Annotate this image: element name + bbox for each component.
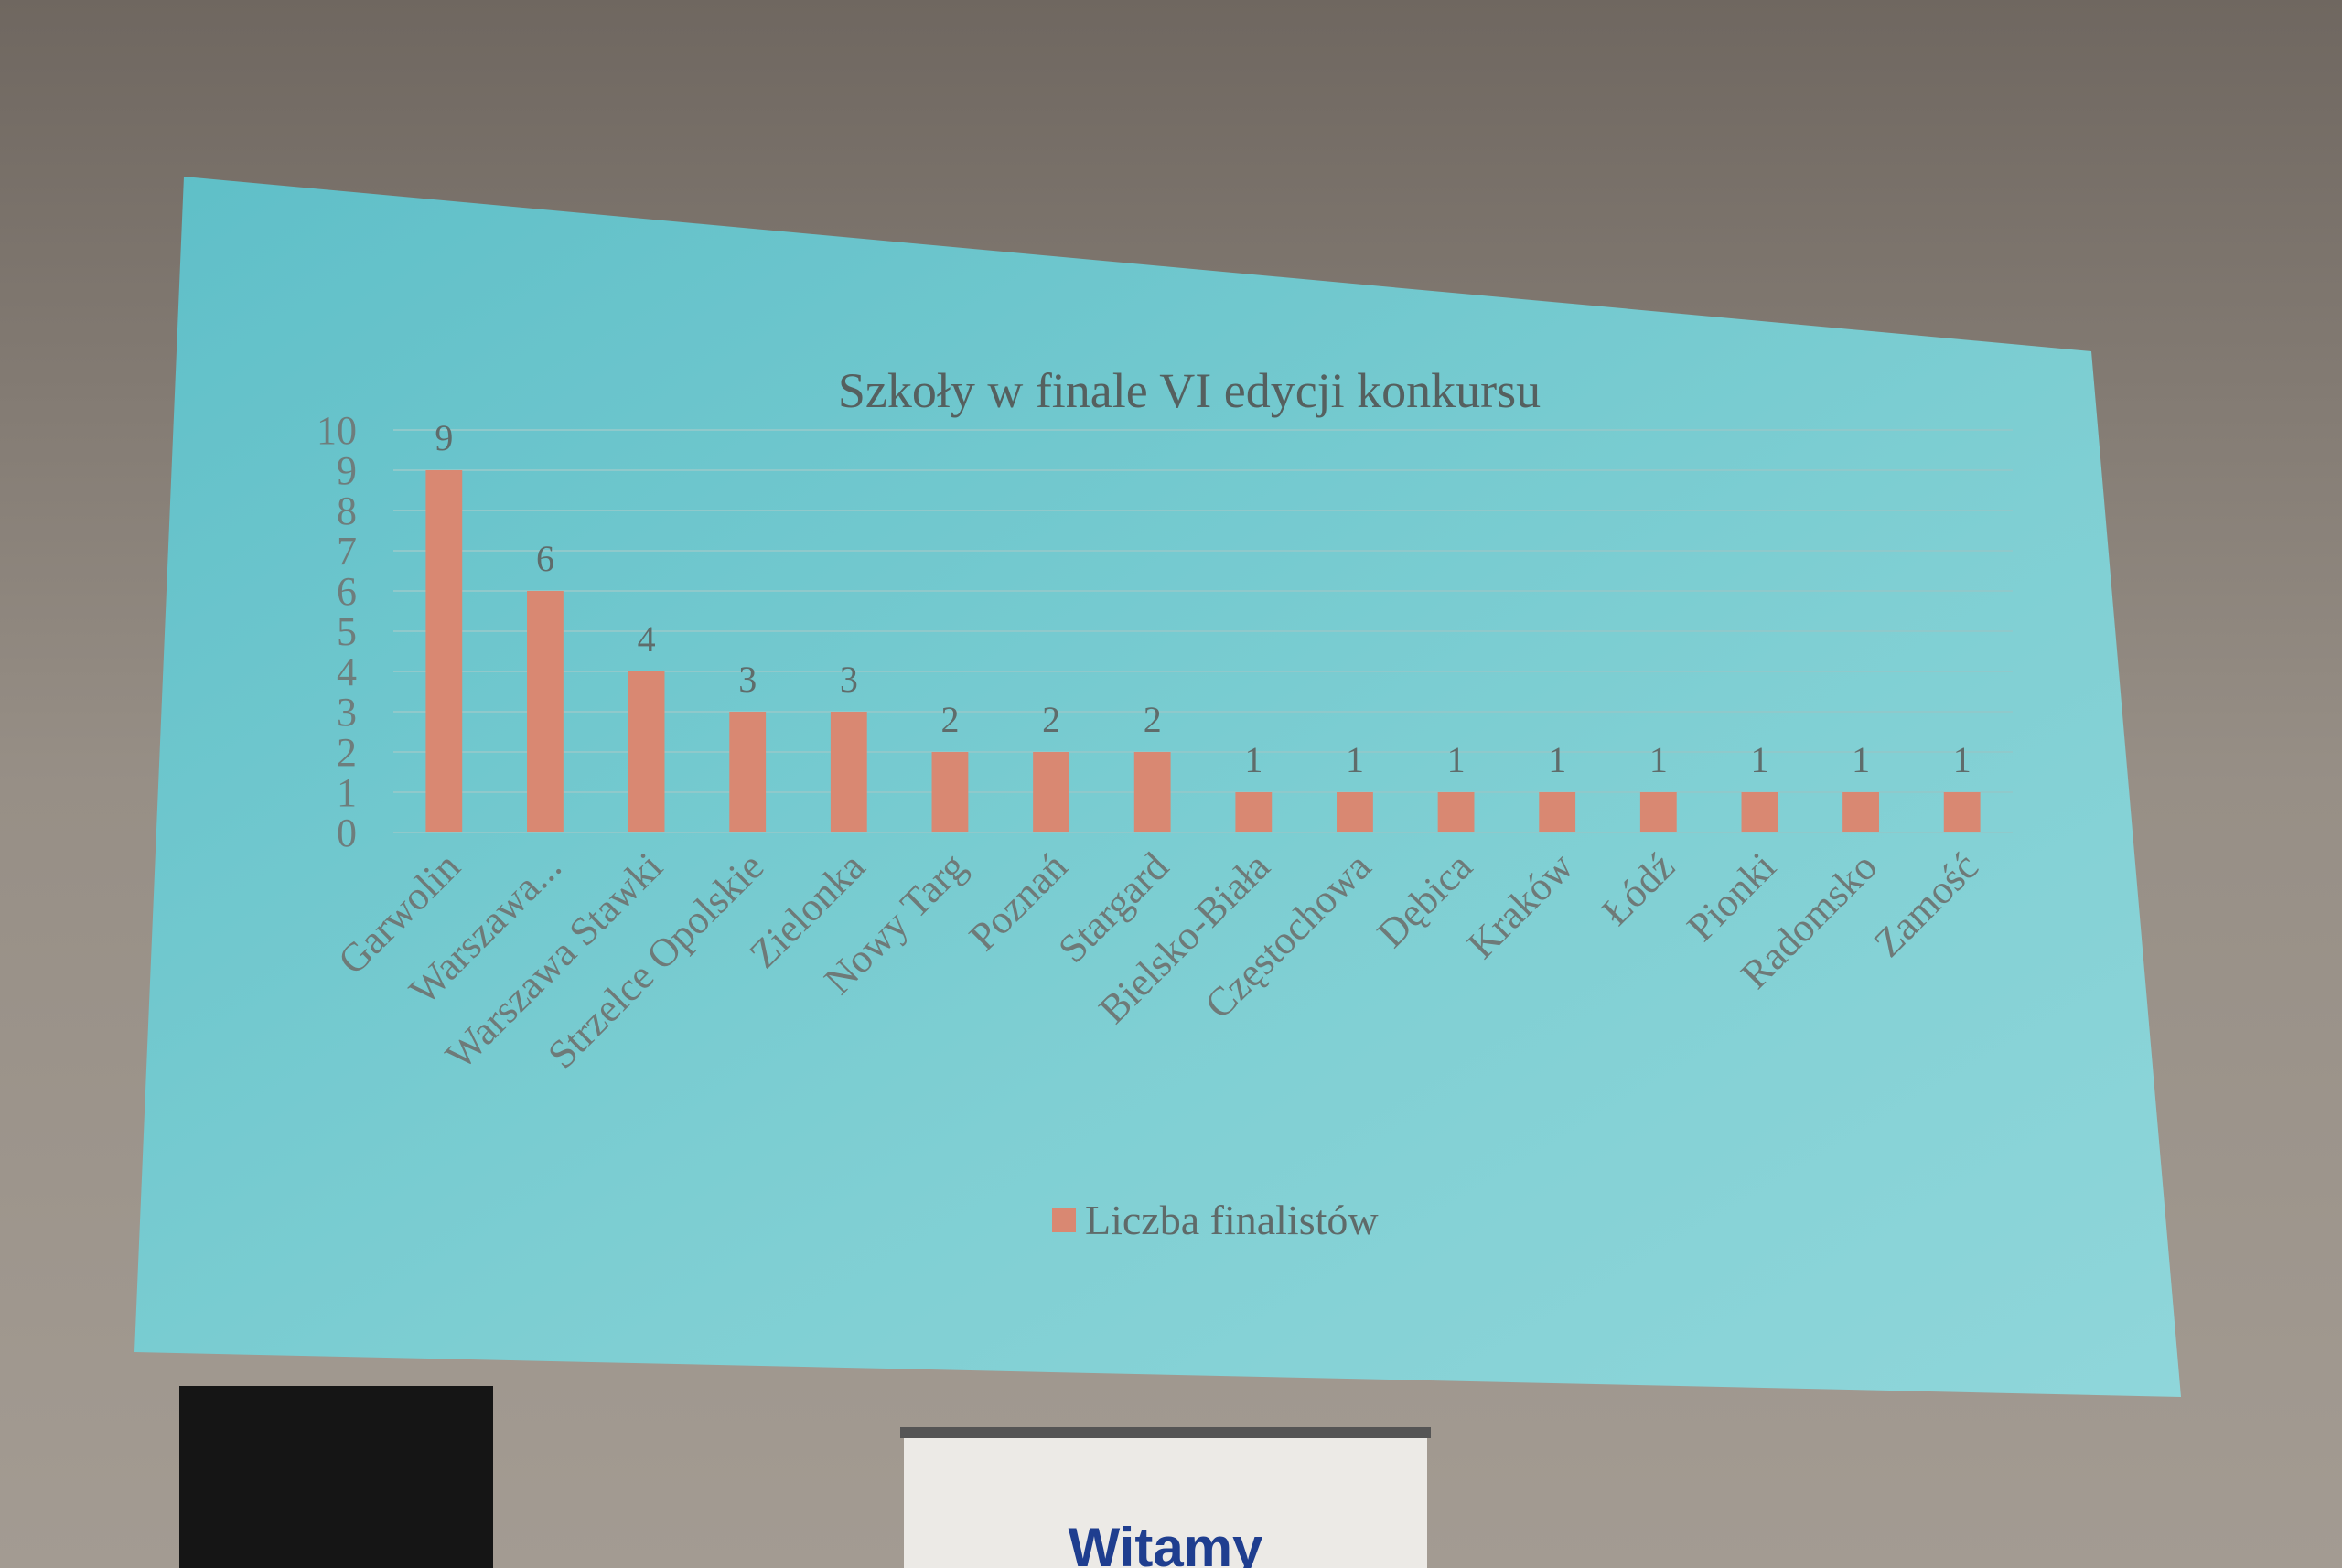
- value-label: 1: [1548, 739, 1566, 780]
- value-label: 9: [435, 417, 453, 458]
- value-label: 6: [536, 538, 554, 579]
- y-tick-label: 1: [337, 770, 357, 815]
- legend-swatch: [1052, 1208, 1076, 1232]
- sign-text: Witamy: [1069, 1517, 1263, 1568]
- y-tick-label: 2: [337, 730, 357, 775]
- y-tick-label: 8: [337, 489, 357, 533]
- bar: [1741, 792, 1778, 832]
- bar: [425, 470, 463, 832]
- value-label: 4: [638, 618, 656, 660]
- bar: [931, 752, 969, 832]
- value-label: 2: [1042, 699, 1060, 740]
- value-label: 1: [1750, 739, 1768, 780]
- sign: [904, 1431, 1427, 1568]
- bar: [1943, 792, 1981, 832]
- bar: [1033, 752, 1069, 832]
- bar: [1842, 792, 1879, 832]
- bar: [628, 671, 665, 832]
- chart-title: Szkoły w finale VI edycji konkursu: [838, 363, 1541, 418]
- y-tick-label: 3: [337, 690, 357, 735]
- sign-frame: [900, 1427, 1431, 1438]
- value-label: 3: [738, 659, 757, 700]
- value-label: 1: [1649, 739, 1668, 780]
- y-tick-label: 9: [337, 448, 357, 493]
- y-tick-label: 10: [317, 408, 357, 453]
- value-label: 1: [1953, 739, 1971, 780]
- value-label: 1: [1244, 739, 1262, 780]
- value-label: 3: [840, 659, 858, 700]
- bar: [1337, 792, 1373, 832]
- speaker: [179, 1386, 493, 1568]
- value-label: 2: [940, 699, 959, 740]
- bar: [1437, 792, 1475, 832]
- bar: [1235, 792, 1273, 832]
- bar: [1539, 792, 1576, 832]
- value-label: 1: [1447, 739, 1466, 780]
- y-tick-label: 5: [337, 609, 357, 654]
- value-label: 1: [1346, 739, 1364, 780]
- legend-label: Liczba finalistów: [1085, 1197, 1379, 1243]
- y-tick-label: 0: [337, 811, 357, 855]
- bar: [1133, 752, 1171, 832]
- bar: [527, 591, 564, 832]
- y-tick-label: 4: [337, 650, 357, 694]
- bar: [729, 712, 767, 832]
- y-tick-label: 7: [337, 529, 357, 574]
- value-label: 1: [1852, 739, 1870, 780]
- value-label: 2: [1144, 699, 1162, 740]
- bar: [1639, 792, 1677, 832]
- bar: [830, 712, 867, 832]
- y-tick-label: 6: [337, 569, 357, 614]
